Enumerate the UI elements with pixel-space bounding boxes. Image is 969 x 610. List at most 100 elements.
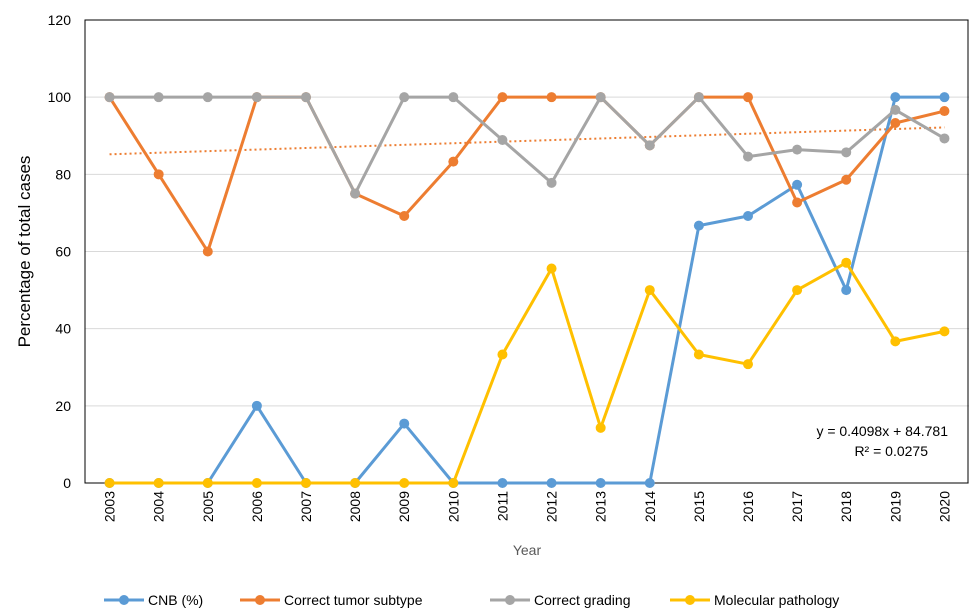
- data-point: [153, 92, 164, 103]
- data-point: [399, 211, 410, 222]
- data-point: [890, 118, 901, 129]
- x-tick-label: 2019: [887, 491, 903, 522]
- legend-marker: [255, 595, 265, 605]
- legend-label: CNB (%): [148, 592, 203, 608]
- data-point: [693, 92, 704, 103]
- data-point: [644, 140, 655, 151]
- data-point: [792, 197, 803, 208]
- data-point: [448, 478, 459, 488]
- data-point: [792, 144, 803, 155]
- trendline-r-squared: R² = 0.0275: [854, 443, 928, 459]
- x-tick-label: 2017: [789, 491, 805, 522]
- legend-label: Molecular pathology: [714, 592, 839, 608]
- data-point: [251, 478, 262, 488]
- series-molecular-pathology: [104, 257, 950, 488]
- y-tick-label: 120: [48, 12, 72, 28]
- data-point: [448, 92, 459, 103]
- y-tick-label: 80: [55, 166, 71, 182]
- data-point: [939, 326, 950, 337]
- data-point: [743, 92, 753, 103]
- data-point: [939, 106, 950, 117]
- x-tick-label: 2003: [102, 491, 118, 522]
- x-tick-label: 2018: [838, 491, 854, 522]
- data-point: [497, 92, 508, 103]
- data-point: [497, 478, 508, 488]
- data-point: [841, 285, 852, 296]
- y-axis-tick-labels: 0 20 40 60 80 100 120: [48, 12, 72, 491]
- data-point: [595, 92, 606, 103]
- data-point: [743, 359, 753, 370]
- data-point: [301, 92, 311, 103]
- legend-label: Correct grading: [534, 592, 631, 608]
- data-point: [546, 263, 557, 274]
- gridlines: [85, 19, 969, 484]
- legend-marker: [685, 595, 695, 605]
- data-point: [202, 246, 213, 257]
- data-point: [350, 478, 361, 488]
- data-point: [841, 257, 852, 268]
- legend-item: Correct tumor subtype: [240, 592, 423, 608]
- data-point: [448, 156, 459, 167]
- data-point: [546, 478, 557, 488]
- data-point: [595, 478, 606, 488]
- series-line: [109, 261, 945, 485]
- data-point: [890, 104, 901, 115]
- x-tick-label: 2013: [593, 491, 609, 522]
- data-point: [202, 92, 213, 103]
- x-tick-label: 2012: [544, 491, 560, 522]
- legend-marker: [119, 595, 129, 605]
- x-tick-label: 2016: [740, 491, 756, 522]
- trendline: [109, 126, 945, 156]
- x-tick-label: 2005: [200, 491, 216, 522]
- x-tick-label: 2004: [151, 491, 167, 522]
- legend-item: CNB (%): [104, 592, 203, 608]
- data-point: [792, 179, 803, 190]
- data-point: [350, 188, 361, 199]
- x-tick-label: 2014: [642, 491, 658, 522]
- x-tick-label: 2009: [396, 491, 412, 522]
- x-tick-label: 2007: [298, 491, 314, 522]
- data-point: [743, 211, 753, 222]
- legend-label: Correct tumor subtype: [284, 592, 423, 608]
- data-point: [301, 478, 311, 488]
- data-point: [251, 92, 262, 103]
- legend: CNB (%) Correct tumor subtype Correct grad…: [104, 592, 839, 608]
- data-point: [104, 92, 115, 103]
- series-layer: [104, 92, 950, 488]
- data-point: [399, 478, 410, 488]
- data-point: [399, 92, 410, 103]
- data-point: [104, 478, 115, 488]
- data-point: [595, 422, 606, 433]
- x-axis-title: Year: [513, 542, 542, 558]
- y-axis-title: Percentage of total cases: [15, 156, 34, 348]
- data-point: [546, 92, 557, 103]
- data-point: [251, 400, 262, 411]
- x-axis-tick-labels: 2003 2004 2005 2006 2007 2008 2009 2010 2011 2012…: [102, 491, 953, 522]
- series-line: [109, 95, 945, 485]
- trendline-equation: y = 0.4098x + 84.781: [816, 423, 948, 439]
- y-tick-label: 0: [63, 475, 71, 491]
- data-point: [693, 349, 704, 360]
- data-point: [890, 92, 901, 103]
- data-point: [939, 92, 950, 103]
- x-tick-label: 2006: [249, 491, 265, 522]
- data-point: [939, 133, 950, 144]
- data-point: [399, 418, 410, 429]
- y-tick-label: 40: [55, 321, 71, 337]
- x-tick-label: 2008: [347, 491, 363, 522]
- data-point: [890, 336, 901, 347]
- x-tick-label: 2011: [494, 491, 510, 521]
- x-tick-label: 2020: [936, 491, 952, 522]
- y-tick-label: 20: [55, 398, 71, 414]
- data-point: [644, 285, 655, 296]
- trendline-layer: [109, 126, 945, 156]
- data-point: [546, 177, 557, 188]
- x-tick-label: 2015: [691, 491, 707, 522]
- series-line: [108, 95, 945, 253]
- x-tick-label: 2010: [445, 491, 461, 522]
- data-point: [497, 349, 508, 360]
- legend-marker: [505, 595, 515, 605]
- data-point: [693, 220, 704, 231]
- data-point: [841, 147, 852, 158]
